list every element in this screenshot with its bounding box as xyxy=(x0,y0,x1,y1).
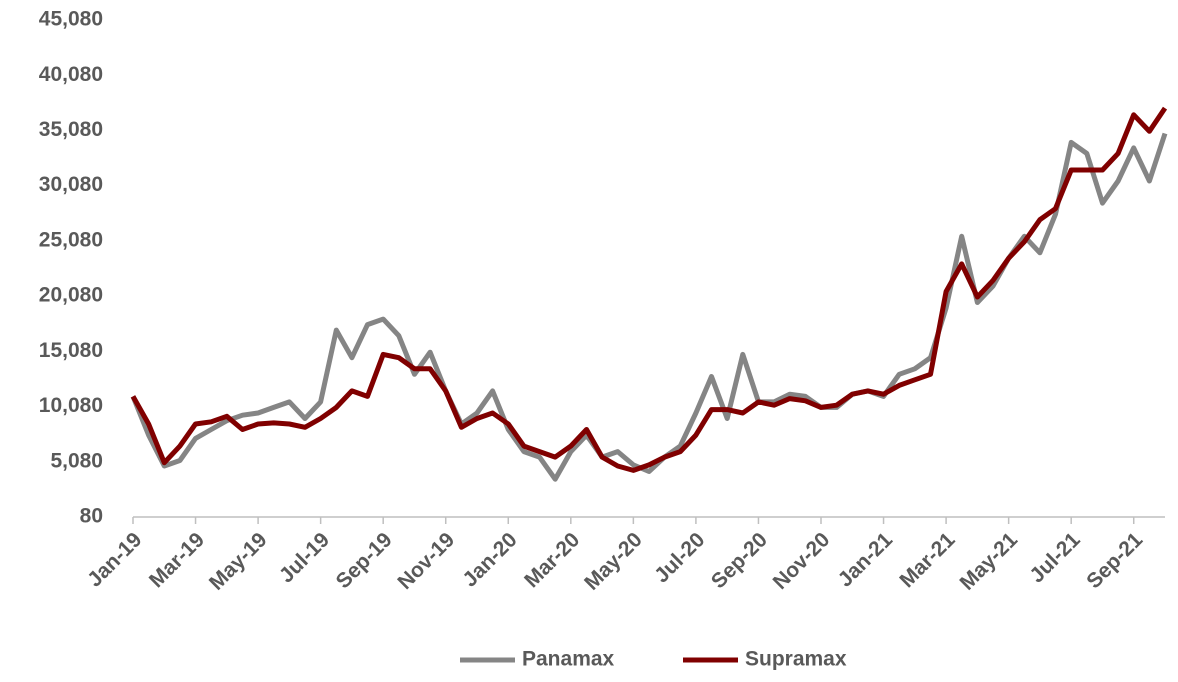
x-tick-label: Jul-21 xyxy=(1025,528,1084,587)
legend-label: Supramax xyxy=(745,648,847,671)
x-tick-label: May-21 xyxy=(955,528,1022,595)
x-tick-label: Jan-21 xyxy=(834,528,898,592)
x-tick-label: Sep-20 xyxy=(707,528,772,593)
x-tick-label: Jan-20 xyxy=(458,528,521,591)
x-tick-label: Mar-20 xyxy=(520,528,584,592)
y-tick-label: 25,080 xyxy=(39,228,103,251)
y-tick-label: 30,080 xyxy=(39,173,103,196)
x-tick-label: Sep-19 xyxy=(332,528,397,593)
y-tick-label: 5,080 xyxy=(50,449,103,472)
x-tick-label: Mar-19 xyxy=(145,528,209,592)
legend-label: Panamax xyxy=(522,648,615,671)
x-tick-label: Nov-20 xyxy=(769,528,835,594)
y-tick-label: 20,080 xyxy=(39,284,103,307)
x-tick-label: Sep-21 xyxy=(1082,528,1147,593)
x-tick-label: May-19 xyxy=(205,528,272,595)
series-line xyxy=(130,132,1168,482)
x-tick-label: May-20 xyxy=(580,528,647,595)
series-line xyxy=(130,106,1168,473)
x-tick-label: Mar-21 xyxy=(895,528,959,592)
x-tick-label: Jul-19 xyxy=(275,528,334,587)
x-tick-label: Jul-20 xyxy=(650,528,709,587)
x-tick-label: Nov-19 xyxy=(393,528,459,594)
y-tick-label: 40,080 xyxy=(39,63,103,86)
y-tick-label: 45,080 xyxy=(39,8,103,31)
y-tick-label: 10,080 xyxy=(39,394,103,417)
y-tick-label: 80 xyxy=(80,505,103,528)
x-tick-label: Jan-19 xyxy=(83,528,146,591)
y-tick-label: 35,080 xyxy=(39,118,103,141)
y-tick-label: 15,080 xyxy=(39,339,103,362)
